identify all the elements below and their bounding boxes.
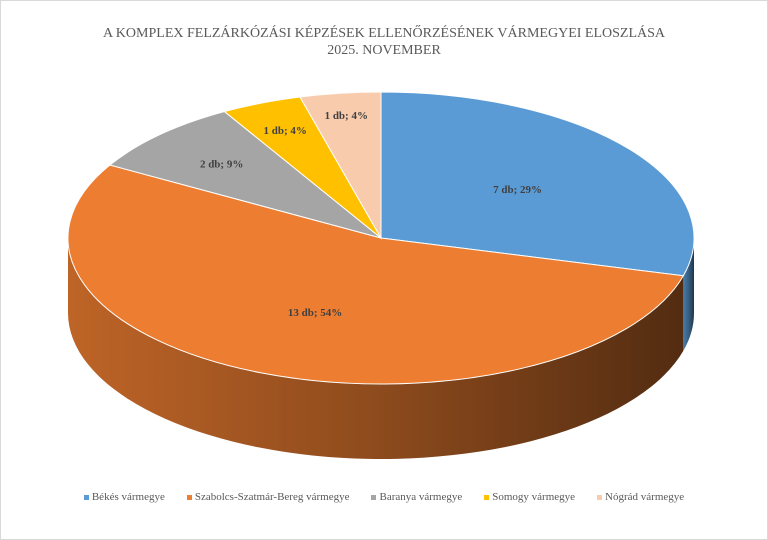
legend-label: Nógrád vármegye: [605, 491, 685, 503]
legend-swatch: [186, 494, 192, 500]
legend-item: Békés vármegye: [83, 491, 165, 503]
pie-slice: [299, 91, 382, 240]
pie-slice-side: [67, 238, 684, 459]
data-label: 2 db; 9%: [200, 159, 243, 171]
legend-item: Szabolcs-Szatmár-Bereg vármegye: [186, 491, 350, 503]
pie-slice: [108, 111, 382, 239]
data-label: 1 db; 4%: [263, 125, 306, 137]
legend-label: Békés vármegye: [91, 491, 165, 503]
legend-swatch: [597, 494, 603, 500]
legend-label: Somogy vármegye: [492, 491, 576, 503]
legend-swatch: [484, 494, 490, 500]
legend-item: Baranya vármegye: [371, 491, 462, 503]
legend-label: Szabolcs-Szatmár-Bereg vármegye: [194, 491, 350, 503]
chart-title: A KOMPLEX FELZÁRKÓZÁSI KÉPZÉSEK ELLENŐRZ…: [1, 25, 767, 59]
legend-item: Somogy vármegye: [484, 491, 575, 503]
subtitle-line: 2025. NOVEMBER: [327, 43, 441, 58]
data-label: 1 db; 4%: [325, 110, 368, 122]
pie-slice-side: [683, 238, 694, 351]
legend-label: Baranya vármegye: [379, 491, 463, 503]
pie-slice: [67, 164, 685, 385]
legend: Békés vármegye Szabolcs-Szatmár-Bereg vár…: [1, 491, 767, 503]
title-line: A KOMPLEX FELZÁRKÓZÁSI KÉPZÉSEK ELLENŐRZ…: [102, 26, 666, 41]
legend-swatch: [83, 494, 89, 500]
legend-swatch: [371, 494, 377, 500]
data-label: 7 db; 29%: [493, 184, 542, 196]
data-label: 13 db; 54%: [288, 307, 342, 319]
legend-item: Nógrád vármegye: [597, 491, 684, 503]
pie-slice: [380, 91, 695, 277]
